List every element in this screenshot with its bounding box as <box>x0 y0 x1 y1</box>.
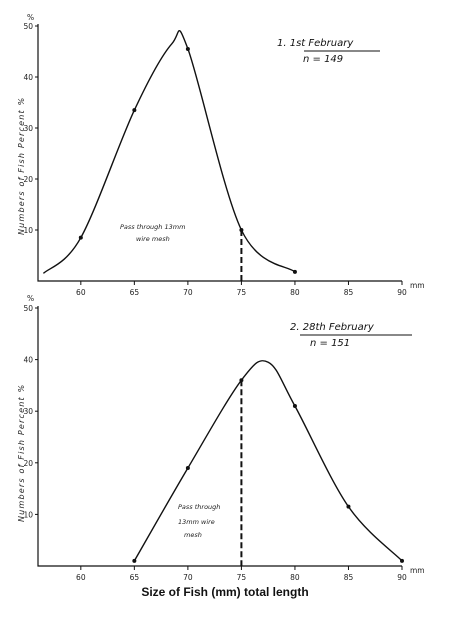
y-axis-label-1: Numbers of Fish Percent % <box>17 97 26 235</box>
chart-subtitle-2: n = 151 <box>310 338 350 349</box>
x-tick-label: 70 <box>183 288 193 297</box>
data-point <box>292 404 297 409</box>
data-point <box>78 235 83 240</box>
chart-title-2: 2. 28th February <box>290 322 375 333</box>
data-point <box>239 378 244 383</box>
data-point <box>239 228 244 232</box>
x-axis-caption: Size of Fish (mm) total length <box>141 585 308 599</box>
x-tick-label: 70 <box>183 573 193 582</box>
x-tick-label: 60 <box>76 573 86 582</box>
y-tick-label: 20 <box>23 175 33 184</box>
x-tick-label: 65 <box>130 288 140 297</box>
chart-subtitle-1: n = 149 <box>303 54 343 65</box>
y-tick-label: 30 <box>23 124 33 133</box>
x-tick-label: 75 <box>237 573 247 582</box>
data-point <box>132 108 137 113</box>
y-tick-label: 30 <box>23 407 33 416</box>
data-point <box>400 558 404 563</box>
y-tick-label: 20 <box>23 459 33 468</box>
x-tick-label: 75 <box>237 288 247 297</box>
annotation-2-line-3: mesh <box>184 531 202 539</box>
y-tick-label: 40 <box>23 73 33 82</box>
x-tick-label: 60 <box>76 288 86 297</box>
annotation-1-line-1: Pass through 13mm <box>120 223 185 231</box>
x-tick-label: 65 <box>130 573 140 582</box>
x-tick-label: 80 <box>290 288 300 297</box>
data-point <box>132 558 137 563</box>
y-tick-label: 10 <box>23 510 33 519</box>
axes-2 <box>37 306 402 567</box>
y-tick-label: 10 <box>23 226 33 235</box>
y-unit-label-1: % <box>27 13 34 22</box>
annotation-2-line-2: 13mm wire <box>178 518 215 526</box>
x-tick-label: 90 <box>397 288 407 297</box>
y-tick-label: 40 <box>23 356 33 365</box>
y-tick-label: 50 <box>23 22 33 31</box>
series-curve-2 <box>133 360 403 562</box>
x-tick-label: 85 <box>344 573 354 582</box>
annotation-2-line-1: Pass through <box>178 503 220 511</box>
x-tick-label: 80 <box>290 573 300 582</box>
annotation-1-line-2: wire mesh <box>136 235 170 243</box>
data-point <box>185 46 190 51</box>
data-point <box>346 504 351 509</box>
data-points-2 <box>132 378 404 563</box>
y-unit-label-2: % <box>27 294 34 303</box>
x-unit-label: mm <box>410 566 425 575</box>
chart-title-1: 1. 1st February <box>277 38 354 49</box>
data-point <box>292 269 297 274</box>
x-tick-label: 85 <box>344 288 354 297</box>
data-points-1 <box>78 46 297 274</box>
axes-1 <box>37 24 402 282</box>
x-tick-label: 90 <box>397 573 407 582</box>
data-point <box>185 465 190 470</box>
y-axis-label-2: Numbers of Fish Percent % <box>17 384 26 522</box>
y-tick-label: 50 <box>23 304 33 313</box>
x-unit-label: mm <box>410 281 425 290</box>
